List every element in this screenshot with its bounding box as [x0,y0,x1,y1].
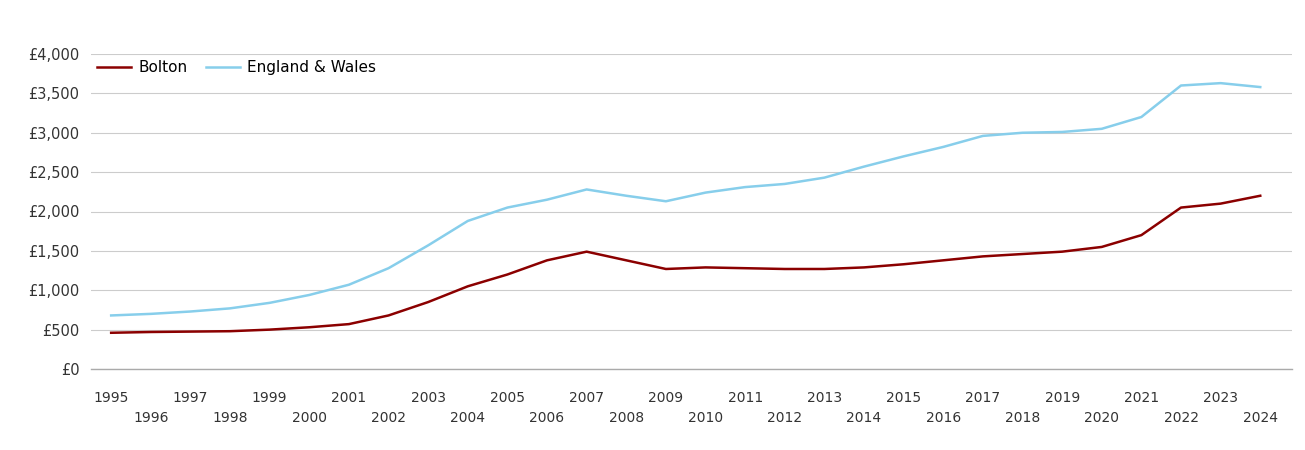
Text: 2000: 2000 [292,411,326,425]
Line: Bolton: Bolton [111,196,1261,333]
Text: 2018: 2018 [1005,411,1040,425]
Bolton [1134,232,1150,238]
Bolton [301,324,317,330]
Text: 2014: 2014 [847,411,882,425]
Text: 1998: 1998 [213,411,248,425]
England & Wales [895,154,911,159]
Text: 2020: 2020 [1084,411,1120,425]
Bolton [737,266,753,271]
England & Wales [619,193,634,198]
England & Wales [698,190,714,195]
Text: 2009: 2009 [649,391,684,405]
England & Wales [301,292,317,298]
England & Wales [1054,129,1070,135]
England & Wales [103,313,119,318]
Bolton [1015,251,1031,256]
England & Wales [222,306,238,311]
England & Wales [579,187,595,192]
Bolton [144,329,159,335]
Text: 1999: 1999 [252,391,287,405]
England & Wales [1094,126,1109,131]
Bolton [500,272,515,277]
Bolton [103,330,119,335]
England & Wales [817,175,833,180]
Bolton [1173,205,1189,210]
Text: 2010: 2010 [688,411,723,425]
Text: 2008: 2008 [608,411,643,425]
Bolton [936,257,951,263]
Text: 2013: 2013 [806,391,842,405]
Text: 2001: 2001 [331,391,367,405]
Bolton [341,321,356,327]
Bolton [1094,244,1109,250]
Bolton [579,249,595,254]
England & Wales [1015,130,1031,135]
England & Wales [936,144,951,149]
Text: 1997: 1997 [172,391,207,405]
England & Wales [856,164,872,169]
England & Wales [776,181,792,187]
Text: 1996: 1996 [133,411,168,425]
England & Wales [381,266,397,271]
Bolton [1253,193,1268,198]
Bolton [459,284,475,289]
Text: 2023: 2023 [1203,391,1238,405]
Bolton [619,257,634,263]
Bolton [975,254,990,259]
Bolton [658,266,673,272]
Text: 1995: 1995 [94,391,129,405]
Text: 2007: 2007 [569,391,604,405]
Bolton [381,313,397,318]
Text: 2005: 2005 [489,391,525,405]
Text: 2002: 2002 [371,411,406,425]
Text: 2017: 2017 [966,391,1001,405]
Text: 2003: 2003 [411,391,445,405]
Bolton [539,257,555,263]
England & Wales [144,311,159,317]
Bolton [776,266,792,272]
England & Wales [658,198,673,204]
Bolton [420,299,436,305]
England & Wales [737,184,753,190]
Text: 2019: 2019 [1044,391,1079,405]
England & Wales [1134,114,1150,120]
Text: 2011: 2011 [727,391,762,405]
Bolton [1054,249,1070,254]
England & Wales [459,218,475,224]
Bolton [895,261,911,267]
Text: 2006: 2006 [530,411,565,425]
Bolton [183,329,198,334]
Text: 2016: 2016 [925,411,960,425]
Bolton [817,266,833,272]
Text: 2004: 2004 [450,411,485,425]
Legend: Bolton, England & Wales: Bolton, England & Wales [91,54,382,81]
Line: England & Wales: England & Wales [111,83,1261,315]
Text: 2021: 2021 [1124,391,1159,405]
England & Wales [341,282,356,288]
Text: 2022: 2022 [1164,411,1198,425]
England & Wales [1212,81,1228,86]
England & Wales [1173,83,1189,88]
England & Wales [975,133,990,139]
England & Wales [500,205,515,210]
Bolton [222,328,238,334]
England & Wales [539,197,555,202]
Text: 2024: 2024 [1242,411,1278,425]
Bolton [262,327,278,332]
England & Wales [262,300,278,306]
England & Wales [420,243,436,248]
Text: 2012: 2012 [767,411,803,425]
Bolton [698,265,714,270]
England & Wales [183,309,198,314]
Bolton [1212,201,1228,206]
Text: 2015: 2015 [886,391,921,405]
Bolton [856,265,872,270]
England & Wales [1253,84,1268,90]
